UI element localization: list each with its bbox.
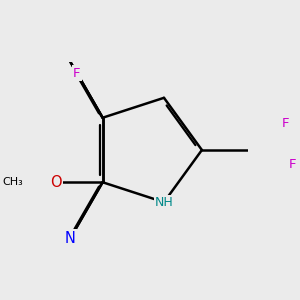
Text: CH₃: CH₃	[2, 177, 23, 187]
Text: O: O	[50, 175, 62, 190]
Text: N: N	[65, 231, 76, 246]
Text: F: F	[289, 158, 297, 171]
Text: F: F	[282, 116, 290, 130]
Text: F: F	[73, 67, 81, 80]
Text: NH: NH	[154, 196, 173, 209]
